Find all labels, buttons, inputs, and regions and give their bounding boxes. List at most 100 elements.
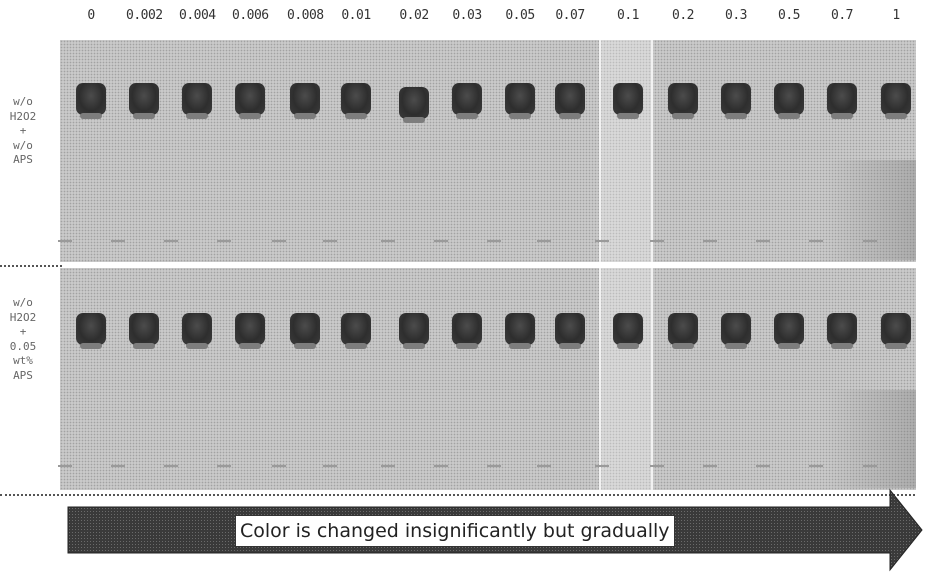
concentration-label: 0.5 xyxy=(771,8,807,23)
sample-spot xyxy=(76,83,106,115)
row-label-line: w/o xyxy=(6,296,40,311)
lane-tick xyxy=(537,465,551,467)
concentration-label: 1 xyxy=(878,8,914,23)
lane-tick xyxy=(272,465,286,467)
concentration-label: 0.03 xyxy=(449,8,485,23)
lane-tick xyxy=(111,465,125,467)
sample-spot xyxy=(399,87,429,119)
sample-spot xyxy=(290,313,320,345)
lane-tick xyxy=(595,465,609,467)
sample-spot xyxy=(182,313,212,345)
lane-tick xyxy=(434,465,448,467)
sample-spot xyxy=(452,83,482,115)
sample-spot xyxy=(774,313,804,345)
lane-tick xyxy=(756,465,770,467)
row-label-line: H2O2 xyxy=(6,311,40,326)
lane-tick xyxy=(58,465,72,467)
lane-tick xyxy=(809,240,823,242)
row-label-bottom: w/o H2O2 + 0.05 wt% APS xyxy=(6,296,40,383)
lane-highlight-bottom xyxy=(601,268,651,490)
row-label-line: 0.05 xyxy=(6,340,40,355)
row-label-line: w/o xyxy=(6,139,40,154)
panel-divider xyxy=(0,265,62,267)
lane-tick xyxy=(487,465,501,467)
lane-tick xyxy=(272,240,286,242)
lane-tick xyxy=(650,240,664,242)
right-lane-shade xyxy=(825,390,916,488)
lane-tick xyxy=(323,240,337,242)
sample-spot xyxy=(341,313,371,345)
sample-spot xyxy=(827,83,857,115)
sample-spot xyxy=(505,83,535,115)
concentration-label: 0.006 xyxy=(232,8,268,23)
lane-separator xyxy=(599,40,601,262)
row-label-line: + xyxy=(6,124,40,139)
concentration-label: 0.3 xyxy=(718,8,754,23)
sample-spot xyxy=(721,313,751,345)
concentration-label: 0 xyxy=(73,8,109,23)
sample-spot xyxy=(290,83,320,115)
row-label-line: + xyxy=(6,325,40,340)
row-label-top: w/o H2O2 + w/o APS xyxy=(6,95,40,168)
lane-tick xyxy=(703,240,717,242)
lane-tick xyxy=(863,240,877,242)
panel-bottom xyxy=(60,268,916,490)
sample-spot xyxy=(668,83,698,115)
lane-tick xyxy=(863,465,877,467)
row-label-line: wt% xyxy=(6,354,40,369)
sample-spot xyxy=(613,83,643,115)
concentration-label: 0.05 xyxy=(502,8,538,23)
concentration-label: 0.7 xyxy=(824,8,860,23)
concentration-label: 0.008 xyxy=(287,8,323,23)
concentration-label: 0.004 xyxy=(179,8,215,23)
lane-separator xyxy=(651,268,653,490)
sample-spot xyxy=(235,313,265,345)
lane-tick xyxy=(756,240,770,242)
lane-tick xyxy=(58,240,72,242)
sample-spot xyxy=(881,83,911,115)
lane-tick xyxy=(323,465,337,467)
sample-spot xyxy=(827,313,857,345)
sample-spot xyxy=(555,313,585,345)
sample-spot xyxy=(129,313,159,345)
lane-tick xyxy=(595,240,609,242)
concentration-label: 0.1 xyxy=(610,8,646,23)
concentration-label: 0.01 xyxy=(338,8,374,23)
sample-spot xyxy=(341,83,371,115)
concentration-label: 0.07 xyxy=(552,8,588,23)
concentration-label: 0.002 xyxy=(126,8,162,23)
row-label-line: APS xyxy=(6,369,40,384)
sample-spot xyxy=(555,83,585,115)
lane-tick xyxy=(217,240,231,242)
lane-tick xyxy=(487,240,501,242)
lane-separator xyxy=(651,40,653,262)
sample-spot xyxy=(129,83,159,115)
lane-tick xyxy=(650,465,664,467)
lane-separator xyxy=(599,268,601,490)
lane-tick xyxy=(164,465,178,467)
arrow-label: Color is changed insignificantly but gra… xyxy=(235,515,675,547)
lane-tick xyxy=(381,465,395,467)
right-lane-shade xyxy=(825,160,916,260)
lane-tick xyxy=(703,465,717,467)
panel-top xyxy=(60,40,916,262)
sample-spot xyxy=(182,83,212,115)
lane-tick xyxy=(111,240,125,242)
sample-spot xyxy=(235,83,265,115)
lane-tick xyxy=(217,465,231,467)
lane-tick xyxy=(809,465,823,467)
sample-spot xyxy=(399,313,429,345)
row-label-line: w/o xyxy=(6,95,40,110)
lane-tick xyxy=(164,240,178,242)
lane-tick xyxy=(381,240,395,242)
lane-highlight-top xyxy=(601,40,651,262)
row-label-line: H2O2 xyxy=(6,110,40,125)
sample-spot xyxy=(505,313,535,345)
sample-spot xyxy=(76,313,106,345)
sample-spot xyxy=(668,313,698,345)
sample-spot xyxy=(774,83,804,115)
concentration-label: 0.02 xyxy=(396,8,432,23)
lane-tick xyxy=(434,240,448,242)
row-label-line: APS xyxy=(6,153,40,168)
